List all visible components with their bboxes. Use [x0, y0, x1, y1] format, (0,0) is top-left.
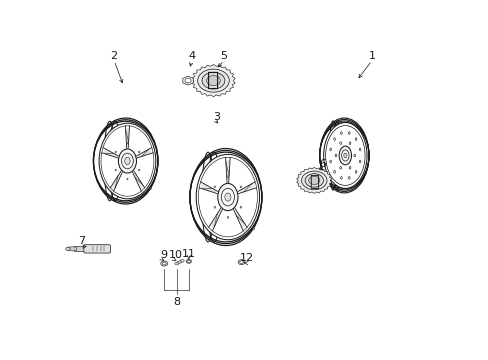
Text: Ⓣ: Ⓣ	[309, 173, 319, 188]
Polygon shape	[183, 76, 193, 85]
Ellipse shape	[138, 151, 140, 153]
Polygon shape	[225, 160, 229, 180]
Text: 4: 4	[188, 51, 195, 61]
Ellipse shape	[333, 138, 335, 140]
Ellipse shape	[217, 184, 238, 211]
Ellipse shape	[359, 148, 360, 151]
Polygon shape	[296, 167, 331, 193]
Ellipse shape	[323, 122, 366, 188]
Ellipse shape	[115, 151, 116, 153]
Text: 12: 12	[239, 253, 253, 263]
Ellipse shape	[240, 206, 241, 208]
Ellipse shape	[150, 188, 151, 190]
Text: 8: 8	[173, 297, 180, 307]
Ellipse shape	[138, 169, 140, 171]
Ellipse shape	[339, 166, 341, 169]
FancyBboxPatch shape	[74, 246, 87, 251]
Ellipse shape	[334, 154, 336, 157]
Text: 7: 7	[78, 237, 85, 246]
Polygon shape	[209, 210, 221, 229]
Ellipse shape	[348, 132, 349, 134]
Ellipse shape	[227, 216, 228, 219]
Circle shape	[162, 262, 166, 265]
Circle shape	[239, 261, 243, 264]
Text: 6: 6	[319, 159, 325, 169]
Ellipse shape	[355, 138, 356, 140]
Text: Ⓣ: Ⓣ	[207, 71, 219, 90]
Ellipse shape	[355, 171, 356, 173]
Ellipse shape	[339, 146, 351, 165]
Ellipse shape	[99, 123, 156, 199]
Polygon shape	[138, 148, 151, 157]
Circle shape	[180, 259, 184, 262]
Ellipse shape	[253, 228, 254, 230]
Ellipse shape	[126, 178, 128, 180]
Circle shape	[238, 260, 244, 265]
Circle shape	[161, 261, 167, 266]
Circle shape	[206, 76, 220, 86]
Text: 11: 11	[182, 249, 195, 259]
Polygon shape	[239, 183, 254, 193]
Polygon shape	[125, 128, 129, 146]
FancyBboxPatch shape	[68, 247, 76, 251]
Circle shape	[305, 174, 323, 187]
FancyBboxPatch shape	[84, 245, 110, 253]
Ellipse shape	[333, 171, 335, 173]
Ellipse shape	[118, 149, 136, 173]
Ellipse shape	[353, 154, 355, 157]
Circle shape	[202, 72, 224, 89]
Circle shape	[187, 260, 190, 262]
Ellipse shape	[339, 142, 341, 144]
Ellipse shape	[348, 142, 350, 144]
Text: 10: 10	[168, 250, 182, 260]
Ellipse shape	[124, 157, 130, 165]
Ellipse shape	[359, 160, 360, 163]
Ellipse shape	[196, 154, 259, 240]
Ellipse shape	[224, 193, 230, 201]
Polygon shape	[234, 210, 245, 229]
Ellipse shape	[348, 166, 350, 169]
Ellipse shape	[340, 176, 342, 179]
Circle shape	[184, 78, 191, 83]
Ellipse shape	[214, 186, 215, 188]
Text: 9: 9	[160, 250, 167, 260]
Text: 3: 3	[213, 112, 220, 122]
Circle shape	[308, 176, 319, 184]
Ellipse shape	[126, 142, 128, 144]
Polygon shape	[111, 172, 122, 189]
Text: 1: 1	[367, 51, 375, 61]
Ellipse shape	[240, 186, 241, 188]
Text: 2: 2	[110, 51, 118, 61]
Circle shape	[186, 260, 191, 263]
Ellipse shape	[340, 132, 342, 134]
Ellipse shape	[329, 160, 331, 163]
Ellipse shape	[348, 176, 349, 179]
Polygon shape	[133, 172, 143, 189]
Circle shape	[175, 262, 178, 265]
Polygon shape	[103, 148, 117, 157]
Polygon shape	[176, 260, 183, 265]
Ellipse shape	[227, 176, 228, 177]
Text: 5: 5	[220, 51, 227, 61]
Polygon shape	[191, 64, 235, 97]
Ellipse shape	[343, 153, 346, 158]
Circle shape	[197, 69, 229, 92]
Polygon shape	[201, 183, 216, 193]
Ellipse shape	[115, 169, 116, 171]
Ellipse shape	[214, 206, 215, 208]
Circle shape	[65, 247, 70, 251]
Ellipse shape	[329, 148, 331, 151]
Circle shape	[301, 171, 326, 190]
